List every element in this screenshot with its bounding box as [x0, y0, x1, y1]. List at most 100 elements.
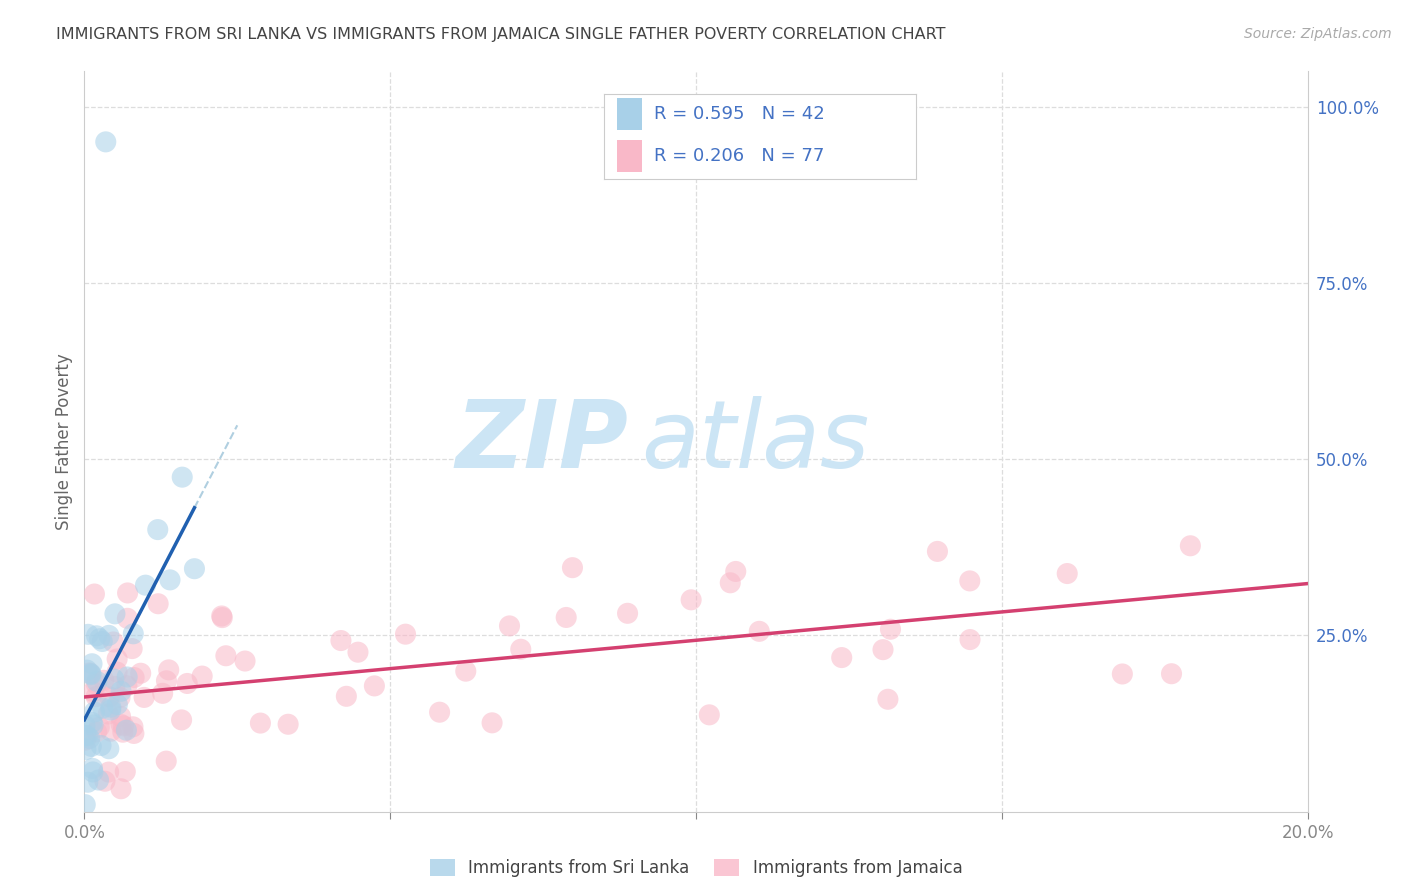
Point [697, 707, 720, 722]
Point [1111, 667, 1133, 681]
Point [122, 671, 145, 685]
Text: atlas: atlas [641, 396, 869, 487]
Point [115, 679, 138, 693]
Point [831, 650, 853, 665]
Point [75, 728, 97, 742]
Point [329, 633, 352, 648]
Point [103, 635, 125, 649]
Point [86, 629, 108, 643]
Point [100, 724, 122, 739]
Point [681, 592, 703, 607]
Point [83, 705, 105, 719]
Point [394, 627, 416, 641]
Point [748, 624, 770, 639]
Point [249, 716, 271, 731]
Point [86, 724, 108, 739]
Point [97, 628, 120, 642]
Point [76, 775, 98, 789]
Point [108, 690, 131, 705]
Point [277, 717, 299, 731]
Point [110, 717, 132, 731]
Point [82, 684, 104, 698]
Point [959, 632, 981, 647]
Text: IMMIGRANTS FROM SRI LANKA VS IMMIGRANTS FROM JAMAICA SINGLE FATHER POVERTY CORRE: IMMIGRANTS FROM SRI LANKA VS IMMIGRANTS … [56, 27, 946, 42]
Point [363, 679, 385, 693]
Point [91, 634, 114, 648]
Point [103, 672, 125, 686]
Point [561, 560, 583, 574]
Point [83, 587, 105, 601]
Point [191, 669, 214, 683]
Point [114, 764, 136, 779]
Point [233, 654, 256, 668]
Point [170, 713, 193, 727]
Point [110, 709, 132, 723]
Point [877, 692, 900, 706]
Point [90, 739, 112, 753]
Point [429, 705, 451, 719]
Point [159, 573, 181, 587]
Point [76, 729, 98, 743]
Point [105, 698, 128, 712]
Point [80, 739, 103, 754]
Point [100, 703, 122, 717]
Point [555, 610, 578, 624]
Point [481, 715, 503, 730]
Point [1160, 666, 1182, 681]
Point [87, 772, 110, 787]
Point [82, 761, 104, 775]
Point [146, 597, 169, 611]
Point [75, 797, 97, 812]
Point [105, 652, 128, 666]
Point [146, 523, 169, 537]
Point [724, 565, 747, 579]
Point [112, 719, 135, 733]
Point [97, 765, 120, 780]
Point [75, 742, 97, 756]
Point [105, 665, 128, 680]
Legend: Immigrants from Sri Lanka, Immigrants from Jamaica: Immigrants from Sri Lanka, Immigrants fr… [430, 859, 962, 878]
Point [104, 607, 127, 621]
Point [80, 657, 103, 671]
Point [176, 676, 198, 690]
Point [879, 622, 901, 636]
Point [82, 718, 104, 732]
Point [104, 679, 127, 693]
Point [98, 690, 121, 704]
Point [86, 674, 108, 689]
Point [93, 673, 115, 688]
Point [122, 627, 145, 641]
Point [155, 754, 177, 768]
Point [152, 686, 174, 700]
Point [132, 690, 155, 705]
Point [82, 764, 104, 779]
Point [77, 627, 100, 641]
Point [117, 611, 139, 625]
Point [100, 700, 122, 714]
Point [498, 619, 520, 633]
Y-axis label: Single Father Poverty: Single Father Poverty [55, 353, 73, 530]
Point [80, 667, 103, 681]
Point [89, 720, 111, 734]
Point [110, 684, 132, 698]
Point [94, 774, 117, 789]
Point [115, 670, 138, 684]
Point [91, 701, 114, 715]
Point [155, 673, 177, 688]
Point [211, 609, 233, 624]
Point [959, 574, 981, 588]
Point [335, 690, 357, 704]
Point [183, 562, 205, 576]
Point [454, 664, 477, 678]
Point [111, 725, 134, 739]
Point [80, 666, 103, 681]
Point [97, 706, 120, 721]
Point [75, 733, 97, 747]
Point [79, 665, 101, 680]
Point [84, 690, 107, 704]
Point [117, 586, 139, 600]
Point [122, 720, 145, 734]
Point [1180, 539, 1202, 553]
Point [97, 741, 120, 756]
Point [718, 575, 741, 590]
